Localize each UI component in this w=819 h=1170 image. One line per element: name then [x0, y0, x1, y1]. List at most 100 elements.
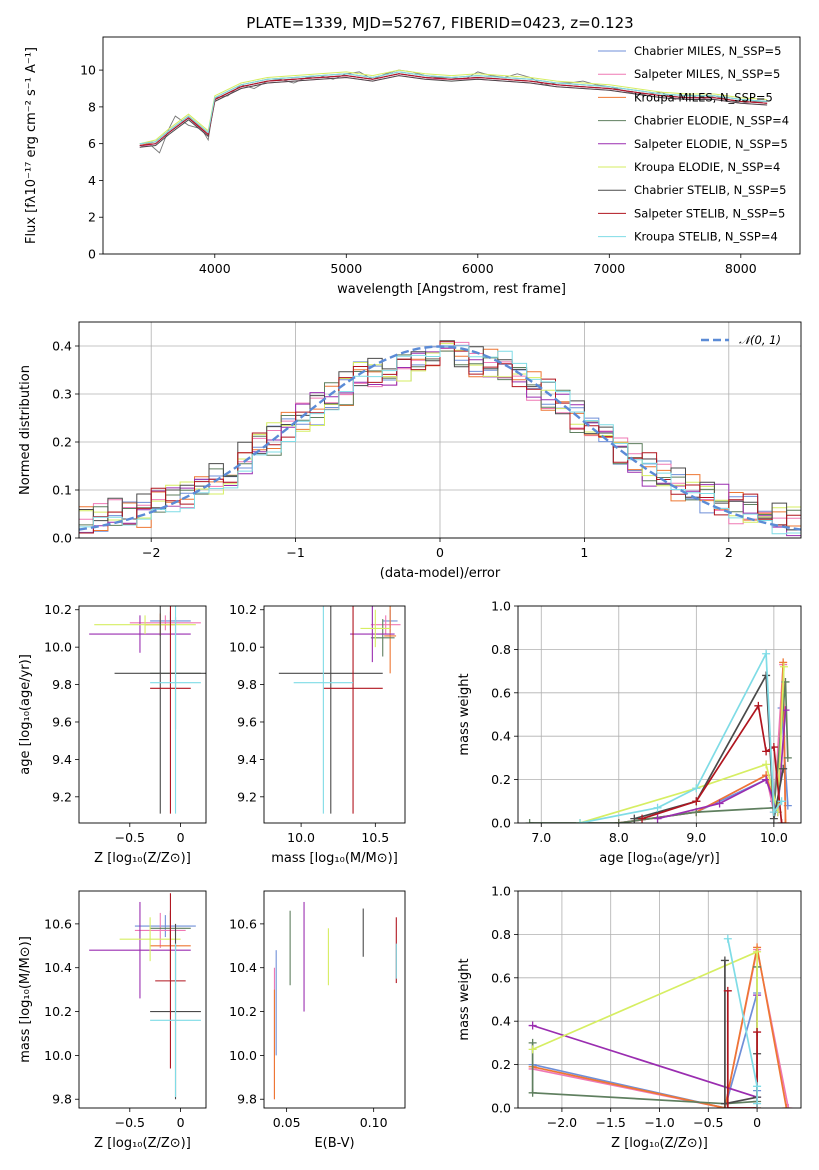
data-point: [129, 615, 201, 631]
weight-marker: [638, 814, 647, 823]
weight-marker: [528, 1088, 537, 1097]
legend-entry: Salpeter MILES, N_SSP=5: [634, 67, 780, 81]
y-tick-label: 0.3: [52, 387, 72, 402]
weight-marker: [723, 934, 732, 943]
x-tick-label: −2: [142, 545, 160, 560]
weight-line: [579, 650, 783, 823]
data-point: [350, 606, 395, 663]
legend-entry: Chabrier MILES, N_SSP=5: [634, 44, 781, 58]
weight-marker: [653, 803, 662, 812]
axes-frame: [78, 605, 207, 824]
x-tick-label: 8.0: [609, 830, 629, 845]
y-tick-label: 0: [88, 247, 96, 262]
plot-area: [89, 606, 206, 814]
weight-line: [726, 990, 758, 1108]
plot-area: [278, 606, 401, 814]
y-tick-label: 0.0: [52, 531, 72, 546]
x-tick-label: 0: [753, 1115, 761, 1130]
y-tick-label: 9.8: [237, 677, 257, 692]
weight-marker: [782, 1104, 791, 1108]
model-spectrum-line: [139, 73, 768, 146]
y-axis-label: mass weight: [457, 673, 472, 755]
data-point: [119, 917, 181, 962]
weight-line: [532, 950, 758, 1108]
x-tick-label: 6000: [462, 261, 494, 276]
weight-marker: [762, 760, 771, 769]
legend-entry: Kroupa STELIB, N_SSP=4: [634, 230, 778, 244]
axes-frame: [78, 890, 207, 1109]
weight-marker: [779, 662, 788, 671]
legend-entry: Salpeter ELODIE, N_SSP=5: [634, 137, 788, 151]
x-tick-label: 7.0: [531, 830, 551, 845]
weight-marker: [528, 1045, 537, 1054]
y-tick-label: 10.2: [229, 1004, 257, 1019]
x-axis-label: Z [log₁₀(Z/Z⊙)]: [94, 1136, 191, 1151]
data-point: [293, 606, 354, 814]
x-tick-label: 9.0: [686, 830, 706, 845]
normal-curve: [79, 345, 801, 531]
data-point: [134, 915, 196, 938]
y-tick-label: 0.4: [491, 729, 511, 744]
legend-entry: Salpeter STELIB, N_SSP=5: [634, 206, 785, 220]
y-axis-label: Flux [fλ10⁻¹⁷ erg cm⁻² s⁻¹ A⁻¹]: [24, 47, 39, 244]
panel-mass-vs-EBV: 0.05 0.10 9.8 10.0 10.2 10.4 10.6 E(B-V): [229, 890, 406, 1151]
legend-entry: Kroupa ELODIE, N_SSP=4: [634, 160, 780, 174]
legend-entry: 𝒩(0, 1): [739, 333, 781, 347]
x-tick-label: −2.0: [547, 1115, 577, 1130]
x-tick-label: −1: [286, 545, 304, 560]
data-point: [150, 606, 201, 814]
weight-marker: [762, 671, 771, 680]
x-axis-label: mass [log₁₀(M/M⊙)]: [271, 851, 398, 866]
y-tick-label: 0.0: [491, 1101, 511, 1116]
panel-mass-vs-Z: −0.5 0 9.8 10.0 10.2 10.4 10.6 Z [log₁₀(Z/Z⊙)] m…: [18, 890, 207, 1151]
x-tick-label: 8000: [725, 261, 757, 276]
weight-marker: [753, 1028, 762, 1037]
legend-entry: Kroupa MILES, N_SSP=5: [634, 90, 773, 104]
x-tick-label: 1: [580, 545, 588, 560]
y-tick-label: 0.1: [52, 483, 72, 498]
y-tick-label: 10.6: [44, 916, 72, 931]
weight-marker: [715, 799, 724, 808]
plot-area: [525, 649, 792, 823]
panel-residuals: −2 −1 0 1 2 0.0 0.1 0.2 0.3 0.4 (data-model)/error…: [18, 321, 802, 581]
y-tick-label: 10.4: [44, 960, 72, 975]
panel-mass-weight-vs-Z: −2.0 −1.5 −1.0 −0.5 0 0.0 0.2 0.4 0.6 0.8 1.0 Z [lo…: [457, 884, 802, 1151]
y-tick-label: 10.0: [229, 1048, 257, 1063]
y-tick-label: 9.4: [237, 752, 257, 767]
x-tick-label: 2: [725, 545, 733, 560]
x-axis-label: (data-model)/error: [380, 566, 501, 581]
x-axis-label: Z [log₁₀(Z/Z⊙)]: [611, 1136, 708, 1151]
y-axis-label: mass [log₁₀(M/M⊙)]: [18, 936, 33, 1063]
y-tick-label: 6: [88, 136, 96, 151]
y-tick-label: 10.2: [229, 602, 257, 617]
model-spectrum-line: [139, 73, 768, 146]
weight-marker: [753, 1082, 762, 1091]
y-tick-label: 10.4: [229, 960, 257, 975]
weight-marker: [777, 819, 786, 823]
y-tick-label: 10.2: [44, 602, 72, 617]
data-point: [323, 606, 383, 814]
plot-area: [139, 69, 768, 154]
plot-area: [89, 893, 201, 1100]
y-tick-label: 4: [88, 173, 96, 188]
weight-marker: [754, 701, 763, 710]
x-tick-label: 0.10: [360, 1115, 388, 1130]
y-tick-label: 0.8: [491, 927, 511, 942]
x-tick-label: −0.5: [693, 1115, 723, 1130]
x-axis-label: wavelength [Angstrom, rest frame]: [337, 282, 566, 297]
y-tick-label: 0.4: [52, 339, 72, 354]
panel-age-vs-Z: −0.5 0 9.2 9.4 9.6 9.8 10.0 10.2 Z [log₁₀(Z/Z⊙)]…: [18, 602, 207, 866]
y-tick-label: 9.6: [52, 714, 72, 729]
y-tick-label: 10: [80, 63, 96, 78]
x-tick-label: −0.5: [115, 1115, 145, 1130]
weight-marker: [783, 753, 792, 762]
weight-marker: [692, 797, 701, 806]
weight-marker: [653, 814, 662, 823]
weight-marker: [762, 775, 771, 784]
data-point: [114, 606, 206, 814]
y-tick-label: 0.8: [491, 642, 511, 657]
y-tick-label: 9.6: [237, 714, 257, 729]
panel-age-vs-mass: 10.0 10.5 9.2 9.4 9.6 9.8 10.0 10.2 mass [log₁₀(…: [229, 602, 406, 866]
model-spectrum-line: [139, 73, 768, 146]
